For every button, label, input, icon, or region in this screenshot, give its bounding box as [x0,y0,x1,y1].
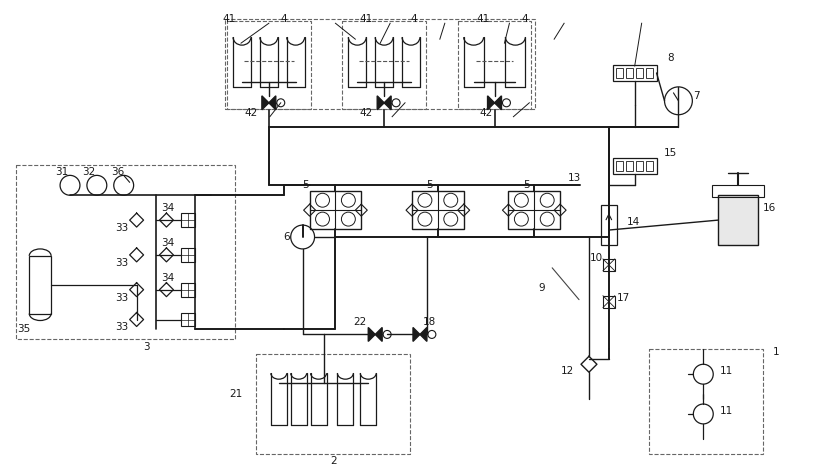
Bar [29,256,51,314]
Bar [613,65,657,81]
Bar [227,21,311,109]
Text: 4: 4 [280,14,287,24]
Text: 14: 14 [627,217,640,227]
Text: 9: 9 [538,283,545,293]
Bar [719,195,758,245]
Text: 7: 7 [693,91,700,101]
Polygon shape [377,96,384,110]
Bar [181,213,195,227]
Text: 3: 3 [143,342,150,352]
Text: 35: 35 [17,325,31,335]
Bar [181,248,195,262]
Polygon shape [375,327,382,341]
Text: 42: 42 [480,108,494,118]
Bar [457,21,531,109]
Text: 21: 21 [229,389,242,399]
Bar [603,259,615,271]
Bar [225,20,536,109]
Text: 5: 5 [523,180,530,190]
Bar [625,68,633,78]
Polygon shape [488,96,494,110]
Polygon shape [262,96,269,110]
Text: 33: 33 [115,322,129,332]
Bar [601,205,617,245]
Text: 33: 33 [115,258,129,268]
Bar [412,191,464,229]
Text: 31: 31 [55,168,68,178]
Text: 11: 11 [719,406,733,416]
Bar [343,21,426,109]
Bar [181,283,195,297]
Text: 1: 1 [773,347,780,357]
Text: 5: 5 [302,180,309,190]
Text: 41: 41 [359,14,373,24]
Text: 6: 6 [283,232,290,242]
Polygon shape [368,327,375,341]
Text: 13: 13 [568,173,581,183]
Bar [648,349,763,454]
Text: 10: 10 [589,253,602,263]
Text: 17: 17 [617,293,630,303]
Text: 22: 22 [353,317,367,327]
Text: 33: 33 [115,223,129,233]
Polygon shape [384,96,391,110]
Text: 5: 5 [427,180,433,190]
Text: 34: 34 [161,238,174,248]
Text: 4: 4 [521,14,527,24]
Text: 12: 12 [560,366,574,376]
Text: 36: 36 [111,168,124,178]
Bar [635,68,643,78]
Bar [508,191,560,229]
Bar [181,313,195,327]
Bar [310,191,361,229]
Bar [635,161,643,171]
Bar [646,161,653,171]
Text: 4: 4 [410,14,417,24]
Text: 32: 32 [82,168,96,178]
Polygon shape [413,327,420,341]
Text: 34: 34 [161,273,174,283]
Polygon shape [494,96,502,110]
Text: 8: 8 [667,53,674,63]
Text: 33: 33 [115,293,129,303]
Bar [616,161,623,171]
Text: 42: 42 [245,108,258,118]
Bar [712,185,764,197]
Text: 41: 41 [476,14,489,24]
Text: 42: 42 [359,108,373,118]
Text: 11: 11 [719,366,733,376]
Text: 16: 16 [763,203,776,213]
Bar [603,296,615,307]
Text: 2: 2 [330,456,337,466]
Text: 41: 41 [222,14,236,24]
Bar [616,68,623,78]
Bar [646,68,653,78]
Text: 34: 34 [161,203,174,213]
Bar [625,161,633,171]
Polygon shape [269,96,276,110]
Bar [16,166,235,339]
Text: 15: 15 [664,148,677,158]
Bar [256,354,410,454]
Bar [613,159,657,174]
Text: 18: 18 [424,317,437,327]
Polygon shape [420,327,427,341]
